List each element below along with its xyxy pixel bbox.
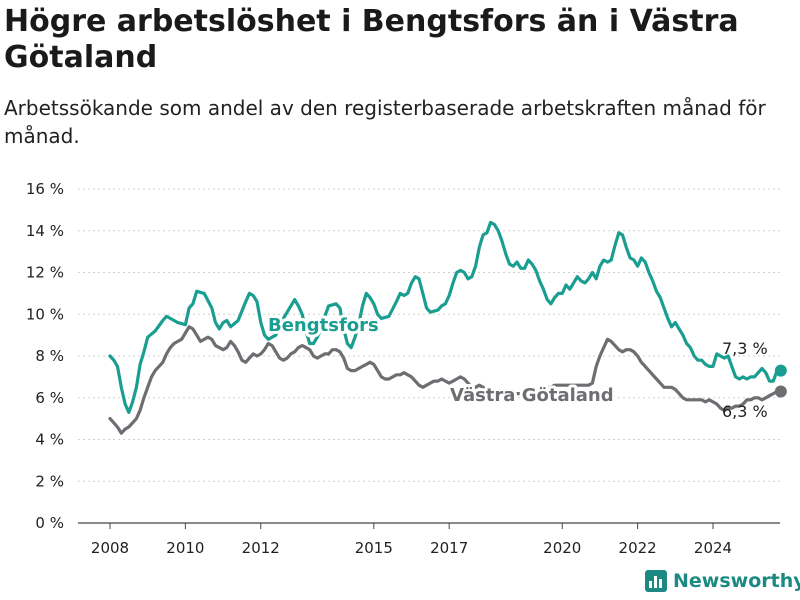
y-tick-label: 14 %: [26, 222, 64, 240]
series-labels: Bengtsfors Västra Götaland 7,3 % 6,3 %: [265, 312, 768, 421]
series-lines: [108, 220, 787, 435]
newsworthy-logo: Newsworthy: [645, 570, 800, 592]
gridlines: [78, 188, 780, 524]
bar-chart-icon: [645, 570, 667, 592]
y-axis: 0 % 2 % 4 % 6 % 8 % 10 % 12 % 14 % 16 %: [26, 180, 64, 532]
x-tick-label: 2008: [91, 539, 129, 557]
x-tick-label: 2017: [430, 539, 468, 557]
end-point-bengtsfors: [774, 364, 787, 377]
series-label-vastra-gotaland: Västra Götaland: [450, 385, 614, 406]
x-tick-label: 2024: [694, 539, 732, 557]
y-tick-label: 12 %: [26, 264, 64, 282]
y-tick-label: 16 %: [26, 180, 64, 198]
end-point-vastra-gotaland: [774, 385, 787, 398]
end-value-label-vastra-gotaland: 6,3 %: [722, 402, 768, 421]
y-tick-label: 8 %: [35, 347, 64, 365]
series-line-vastra-gotaland: [108, 325, 783, 435]
brand-name: Newsworthy: [673, 570, 800, 592]
x-tick-label: 2022: [619, 539, 657, 557]
y-tick-label: 6 %: [35, 389, 64, 407]
end-value-label-bengtsfors: 7,3 %: [722, 339, 768, 358]
series-line-bengtsfors: [108, 220, 783, 414]
x-tick-label: 2012: [242, 539, 280, 557]
y-tick-label: 4 %: [35, 431, 64, 449]
y-tick-label: 2 %: [35, 472, 64, 490]
series-label-bengtsfors: Bengtsfors: [268, 315, 379, 336]
x-axis: 2008 2010 2012 2015 2017 2020 2022 2024: [91, 523, 732, 557]
x-tick-label: 2010: [166, 539, 204, 557]
x-tick-label: 2020: [543, 539, 581, 557]
x-tick-label: 2015: [355, 539, 393, 557]
y-tick-label: 0 %: [35, 514, 64, 532]
y-tick-label: 10 %: [26, 305, 64, 323]
chart-subtitle: Arbetssökande som andel av den registerb…: [4, 96, 766, 148]
chart-title: Högre arbetslöshet i Bengtsfors än i Väs…: [4, 4, 739, 75]
